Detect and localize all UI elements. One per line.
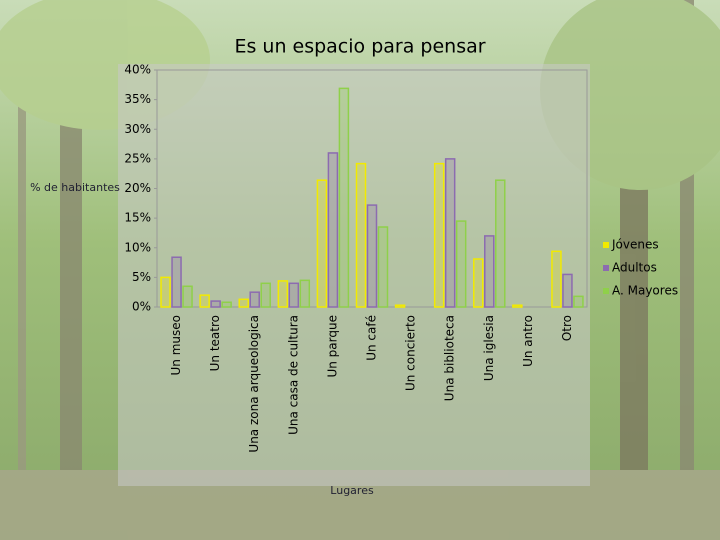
x-tick-label: Un antro xyxy=(521,315,535,367)
y-tick-label: 5% xyxy=(132,270,151,284)
bar xyxy=(495,179,506,308)
bar xyxy=(366,204,378,308)
bar xyxy=(394,304,406,308)
x-tick-label: Un café xyxy=(365,315,379,361)
plot-panel xyxy=(118,64,590,486)
x-axis-label: Lugares xyxy=(330,484,374,497)
bar xyxy=(355,162,367,308)
legend-swatch xyxy=(603,288,609,294)
legend-label: A. Mayores xyxy=(612,284,678,298)
bar xyxy=(338,87,350,308)
x-tick-label: Un teatro xyxy=(208,315,222,371)
bar xyxy=(562,273,573,308)
bar xyxy=(171,256,182,308)
y-tick-label: 10% xyxy=(124,240,151,254)
bar xyxy=(238,298,249,308)
legend-label: Jóvenes xyxy=(611,238,659,252)
bar xyxy=(377,226,389,308)
x-tick-label: Una biblioteca xyxy=(443,315,457,401)
y-tick-label: 0% xyxy=(132,300,151,314)
y-tick-label: 40% xyxy=(124,63,151,77)
x-tick-label: Un parque xyxy=(325,315,339,378)
legend-label: Adultos xyxy=(612,261,657,275)
bar xyxy=(221,301,232,308)
bar xyxy=(288,282,300,308)
bar xyxy=(512,304,523,308)
bar xyxy=(249,291,260,308)
bar xyxy=(444,158,456,308)
legend-swatch xyxy=(603,242,609,248)
bar xyxy=(573,295,584,308)
y-tick-label: 35% xyxy=(124,92,151,106)
x-tick-label: Una iglesia xyxy=(482,315,496,381)
bar xyxy=(277,280,289,308)
bar xyxy=(160,276,171,308)
bar xyxy=(199,294,210,308)
bar xyxy=(473,258,484,308)
bar xyxy=(433,162,445,308)
x-tick-label: Un concierto xyxy=(404,315,418,391)
y-tick-label: 20% xyxy=(124,181,151,195)
y-tick-label: 30% xyxy=(124,122,151,136)
legend-swatch xyxy=(603,265,609,271)
bar xyxy=(551,250,562,308)
bar xyxy=(455,220,467,308)
bar xyxy=(182,285,193,308)
bar xyxy=(484,235,495,308)
chart-title: Es un espacio para pensar xyxy=(234,36,485,58)
x-tick-label: Otro xyxy=(560,315,574,341)
x-tick-label: Una casa de cultura xyxy=(286,315,300,435)
bar xyxy=(210,300,221,308)
bar xyxy=(327,152,339,308)
bar xyxy=(299,279,311,308)
bar xyxy=(316,179,328,308)
x-tick-label: Una zona arqueologica xyxy=(247,315,261,453)
y-axis-label: % de habitantes xyxy=(30,181,120,194)
x-tick-label: Un museo xyxy=(169,315,183,375)
y-tick-label: 25% xyxy=(124,151,151,165)
bar xyxy=(260,282,271,308)
y-tick-label: 15% xyxy=(124,211,151,225)
